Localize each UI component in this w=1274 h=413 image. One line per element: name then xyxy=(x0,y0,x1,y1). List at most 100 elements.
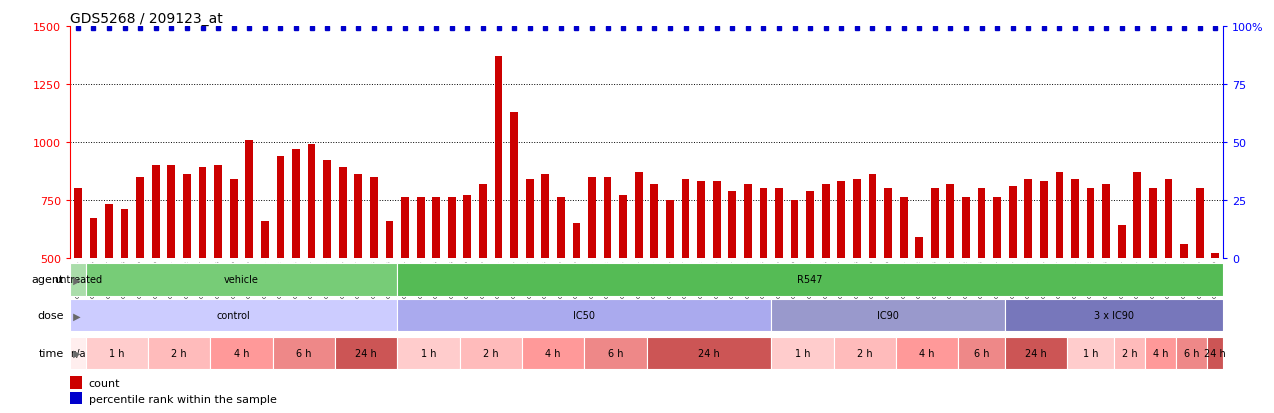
Bar xyxy=(148,337,210,369)
Text: count: count xyxy=(88,378,120,388)
Bar xyxy=(1087,189,1094,258)
Bar xyxy=(869,175,877,258)
Bar xyxy=(339,168,347,258)
Bar xyxy=(526,180,534,258)
Text: ▶: ▶ xyxy=(70,311,80,320)
Text: 4 h: 4 h xyxy=(920,348,935,358)
Bar xyxy=(585,337,647,369)
Bar xyxy=(1208,337,1223,369)
Text: ▶: ▶ xyxy=(70,275,80,285)
Bar xyxy=(682,180,689,258)
Bar xyxy=(210,337,273,369)
Bar xyxy=(397,299,771,332)
Bar xyxy=(1005,337,1068,369)
Text: 2 h: 2 h xyxy=(171,348,187,358)
Text: percentile rank within the sample: percentile rank within the sample xyxy=(88,394,276,404)
Bar xyxy=(771,337,833,369)
Bar xyxy=(775,189,784,258)
Text: dose: dose xyxy=(37,311,64,320)
Bar xyxy=(494,57,502,258)
Bar xyxy=(85,263,397,296)
Bar xyxy=(931,189,939,258)
Text: 3 x IC90: 3 x IC90 xyxy=(1094,311,1134,320)
Bar xyxy=(276,157,284,258)
Bar xyxy=(1145,337,1176,369)
Bar xyxy=(1009,186,1017,258)
Bar xyxy=(884,189,892,258)
Bar xyxy=(697,182,705,258)
Bar xyxy=(744,184,752,258)
Bar xyxy=(464,196,471,258)
Bar xyxy=(89,219,97,258)
Bar xyxy=(806,191,814,258)
Text: control: control xyxy=(217,311,251,320)
Bar xyxy=(70,337,85,369)
Bar xyxy=(152,166,159,258)
Bar xyxy=(261,221,269,258)
Bar xyxy=(397,263,1223,296)
Bar xyxy=(589,177,596,258)
Bar xyxy=(837,182,845,258)
Bar xyxy=(1117,226,1126,258)
Bar xyxy=(106,205,113,258)
Bar xyxy=(136,177,144,258)
Text: 24 h: 24 h xyxy=(1204,348,1226,358)
Bar xyxy=(121,209,129,258)
Bar xyxy=(962,198,970,258)
Bar xyxy=(977,189,985,258)
Bar xyxy=(958,337,1005,369)
Bar xyxy=(324,161,331,258)
Bar xyxy=(432,198,440,258)
Bar xyxy=(479,184,487,258)
Text: 2 h: 2 h xyxy=(483,348,498,358)
Bar xyxy=(401,198,409,258)
Text: 2 h: 2 h xyxy=(857,348,873,358)
Text: 4 h: 4 h xyxy=(233,348,250,358)
Bar xyxy=(448,198,456,258)
Text: agent: agent xyxy=(32,275,64,285)
Bar xyxy=(70,299,397,332)
Bar xyxy=(915,237,924,258)
Bar xyxy=(634,173,642,258)
Text: IC90: IC90 xyxy=(877,311,899,320)
Bar xyxy=(854,180,861,258)
Bar xyxy=(791,200,799,258)
Text: untreated: untreated xyxy=(54,275,102,285)
Text: R547: R547 xyxy=(798,275,823,285)
Bar xyxy=(335,337,397,369)
Bar xyxy=(1134,173,1142,258)
Bar xyxy=(70,392,82,404)
Bar xyxy=(1068,337,1113,369)
Bar xyxy=(759,189,767,258)
Bar xyxy=(214,166,222,258)
Bar xyxy=(1005,299,1223,332)
Bar xyxy=(386,221,394,258)
Bar xyxy=(183,175,191,258)
Bar xyxy=(1164,180,1172,258)
Text: 24 h: 24 h xyxy=(698,348,720,358)
Bar xyxy=(369,177,378,258)
Bar xyxy=(1113,337,1145,369)
Bar xyxy=(572,223,581,258)
Text: 6 h: 6 h xyxy=(296,348,312,358)
Bar xyxy=(729,191,736,258)
Bar xyxy=(522,337,585,369)
Bar xyxy=(1056,173,1064,258)
Bar xyxy=(167,166,176,258)
Bar xyxy=(246,140,254,258)
Bar xyxy=(85,337,148,369)
Bar xyxy=(1149,189,1157,258)
Text: ▶: ▶ xyxy=(70,348,80,358)
Bar xyxy=(199,168,206,258)
Text: 1 h: 1 h xyxy=(420,348,436,358)
Bar xyxy=(417,198,424,258)
Bar xyxy=(833,337,896,369)
Text: time: time xyxy=(38,348,64,358)
Text: IC50: IC50 xyxy=(573,311,595,320)
Bar xyxy=(822,184,829,258)
Bar xyxy=(994,198,1001,258)
Bar xyxy=(619,196,627,258)
Bar xyxy=(712,182,721,258)
Bar xyxy=(899,198,907,258)
Text: 6 h: 6 h xyxy=(608,348,623,358)
